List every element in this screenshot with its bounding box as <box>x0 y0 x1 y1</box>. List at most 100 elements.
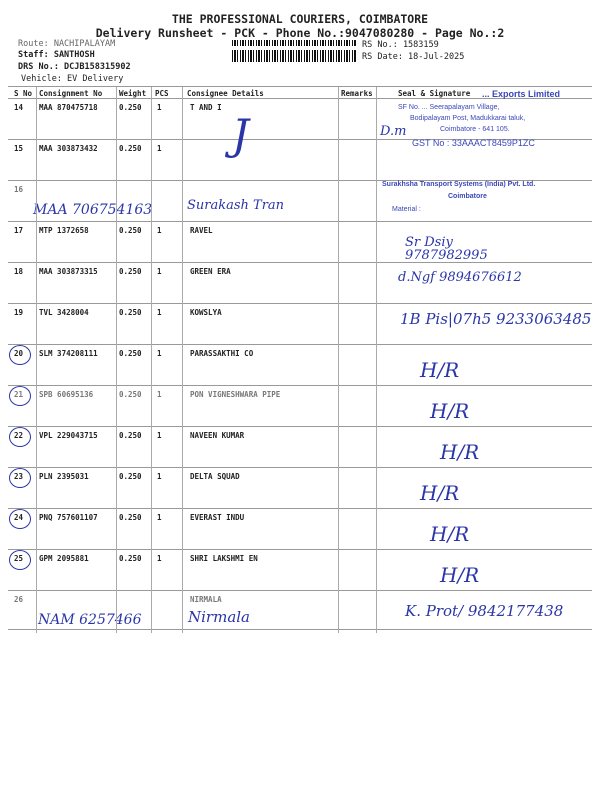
col-sno: S No <box>14 89 33 98</box>
cell-name: NIRMALA <box>190 595 222 604</box>
handwritten-consignee-16: Surakash Tran <box>187 198 285 213</box>
handwritten-consignment-16: MAA 706754163 <box>33 202 153 218</box>
cell-cn: PLN 2395031 <box>39 472 89 481</box>
cell-wt: 0.250 <box>119 349 142 358</box>
cell-wt: 0.250 <box>119 554 142 563</box>
runsheet-subtitle: Delivery Runsheet - PCK - Phone No.:9047… <box>95 26 505 40</box>
cell-name: PON VIGNESHWARA PIPE <box>190 390 281 399</box>
cell-name: DELTA SQUAD <box>190 472 240 481</box>
signature-hr: H/R <box>440 440 480 464</box>
cell-name: SHRI LAKSHMI EN <box>190 554 258 563</box>
cell-pcs: 1 <box>157 390 162 399</box>
signature-row18: d.Ngf 9894676612 <box>398 270 522 285</box>
row-divider <box>8 467 592 468</box>
cell-name: T AND I <box>190 103 222 112</box>
cell-wt: 0.250 <box>119 513 142 522</box>
staff: Staff: SANTHOSH <box>18 50 95 60</box>
signature-hr: H/R <box>430 399 470 423</box>
signature-row19: 1B Pis|07h5 9233063485 <box>400 310 592 328</box>
signature-hr: H/R <box>420 358 460 382</box>
cell-name: EVERAST INDU <box>190 513 245 522</box>
column-divider <box>376 87 377 633</box>
signature-hr: H/R <box>430 522 470 546</box>
cell-name: KOWSLYA <box>190 308 222 317</box>
cell-pcs: 1 <box>157 513 162 522</box>
column-divider <box>116 87 117 633</box>
circle-mark <box>9 386 31 406</box>
row-divider <box>8 549 592 550</box>
col-pcs: PCS <box>155 89 169 98</box>
row-divider <box>8 590 592 591</box>
signature-hr: H/R <box>420 481 460 505</box>
row-divider <box>8 303 592 304</box>
row-divider <box>8 385 592 386</box>
cell-sno: 18 <box>14 267 24 276</box>
stamp-gst: GST No : 33AAACT8459P1ZC <box>412 138 535 148</box>
handwritten-consignee-26: Nirmala <box>188 608 250 626</box>
row-divider <box>8 180 592 181</box>
cell-pcs: 1 <box>157 472 162 481</box>
cell-cn: SLM 374208111 <box>39 349 98 358</box>
cell-wt: 0.250 <box>119 390 142 399</box>
row-divider <box>8 426 592 427</box>
stamp-line: Coimbatore <box>448 193 487 200</box>
col-consignment: Consignment No <box>39 89 103 98</box>
cell-sno: 19 <box>14 308 24 317</box>
rs-number: RS No.: 1583159 <box>362 40 439 50</box>
cell-cn: PNQ 757601107 <box>39 513 98 522</box>
col-seal-signature: Seal & Signature <box>398 89 471 98</box>
column-divider <box>182 87 183 633</box>
cell-wt: 0.250 <box>119 308 142 317</box>
cell-pcs: 1 <box>157 554 162 563</box>
row-divider <box>8 344 592 345</box>
signature-row14: J <box>232 110 249 159</box>
rs-date: RS Date: 18-Jul-2025 <box>362 52 465 62</box>
cell-cn: TVL 3428004 <box>39 308 89 317</box>
cell-sno: 14 <box>14 103 24 112</box>
cell-wt: 0.250 <box>119 226 142 235</box>
column-divider <box>36 87 37 633</box>
cell-pcs: 1 <box>157 103 162 112</box>
circle-mark <box>9 509 31 529</box>
cell-cn: VPL 229043715 <box>39 431 98 440</box>
stamp-line: SF No. ... Seerapalayam Village, <box>398 104 500 111</box>
barcode <box>232 50 356 62</box>
vehicle: Vehicle: EV Delivery <box>21 74 124 84</box>
col-consignee: Consignee Details <box>187 89 264 98</box>
row-divider <box>8 221 592 222</box>
circle-mark <box>9 345 31 365</box>
drs-number: DRS No.: DCJB158315902 <box>18 62 131 72</box>
circle-mark <box>9 427 31 447</box>
cell-pcs: 1 <box>157 226 162 235</box>
row-divider <box>8 262 592 263</box>
cell-name: GREEN ERA <box>190 267 231 276</box>
stamp-line: Bodipalayam Post, Madukkarai taluk, <box>410 115 526 122</box>
cell-wt: 0.250 <box>119 431 142 440</box>
cell-sno: 17 <box>14 226 24 235</box>
cell-cn: SPB 60695136 <box>39 390 94 399</box>
table-bottom-border <box>8 629 592 630</box>
col-remarks: Remarks <box>341 89 373 98</box>
cell-wt: 0.250 <box>119 144 142 153</box>
stamp-line: Coimbatore - 641 105. <box>440 126 510 133</box>
table-top-border <box>8 86 592 87</box>
cell-cn: GPM 2095881 <box>39 554 89 563</box>
signature-hr: H/R <box>440 563 480 587</box>
cell-wt: 0.250 <box>119 103 142 112</box>
cell-pcs: 1 <box>157 144 162 153</box>
stamp-surakhsha: Surakhsha Transport Systems (India) Pvt.… <box>382 181 536 188</box>
circle-mark <box>9 468 31 488</box>
column-divider <box>338 87 339 633</box>
stamp-company: ... Exports Limited <box>482 89 561 99</box>
cell-cn: MTP 1372658 <box>39 226 89 235</box>
barcode-top <box>232 40 356 46</box>
row-divider <box>8 508 592 509</box>
cell-name: NAVEEN KUMAR <box>190 431 245 440</box>
cell-sno: 26 <box>14 595 24 604</box>
cell-pcs: 1 <box>157 431 162 440</box>
route: Route: NACHIPALAYAM <box>18 39 116 49</box>
circle-mark <box>9 550 31 570</box>
company-title: THE PROFESSIONAL COURIERS, COIMBATORE <box>171 12 429 26</box>
row-divider <box>8 98 592 99</box>
